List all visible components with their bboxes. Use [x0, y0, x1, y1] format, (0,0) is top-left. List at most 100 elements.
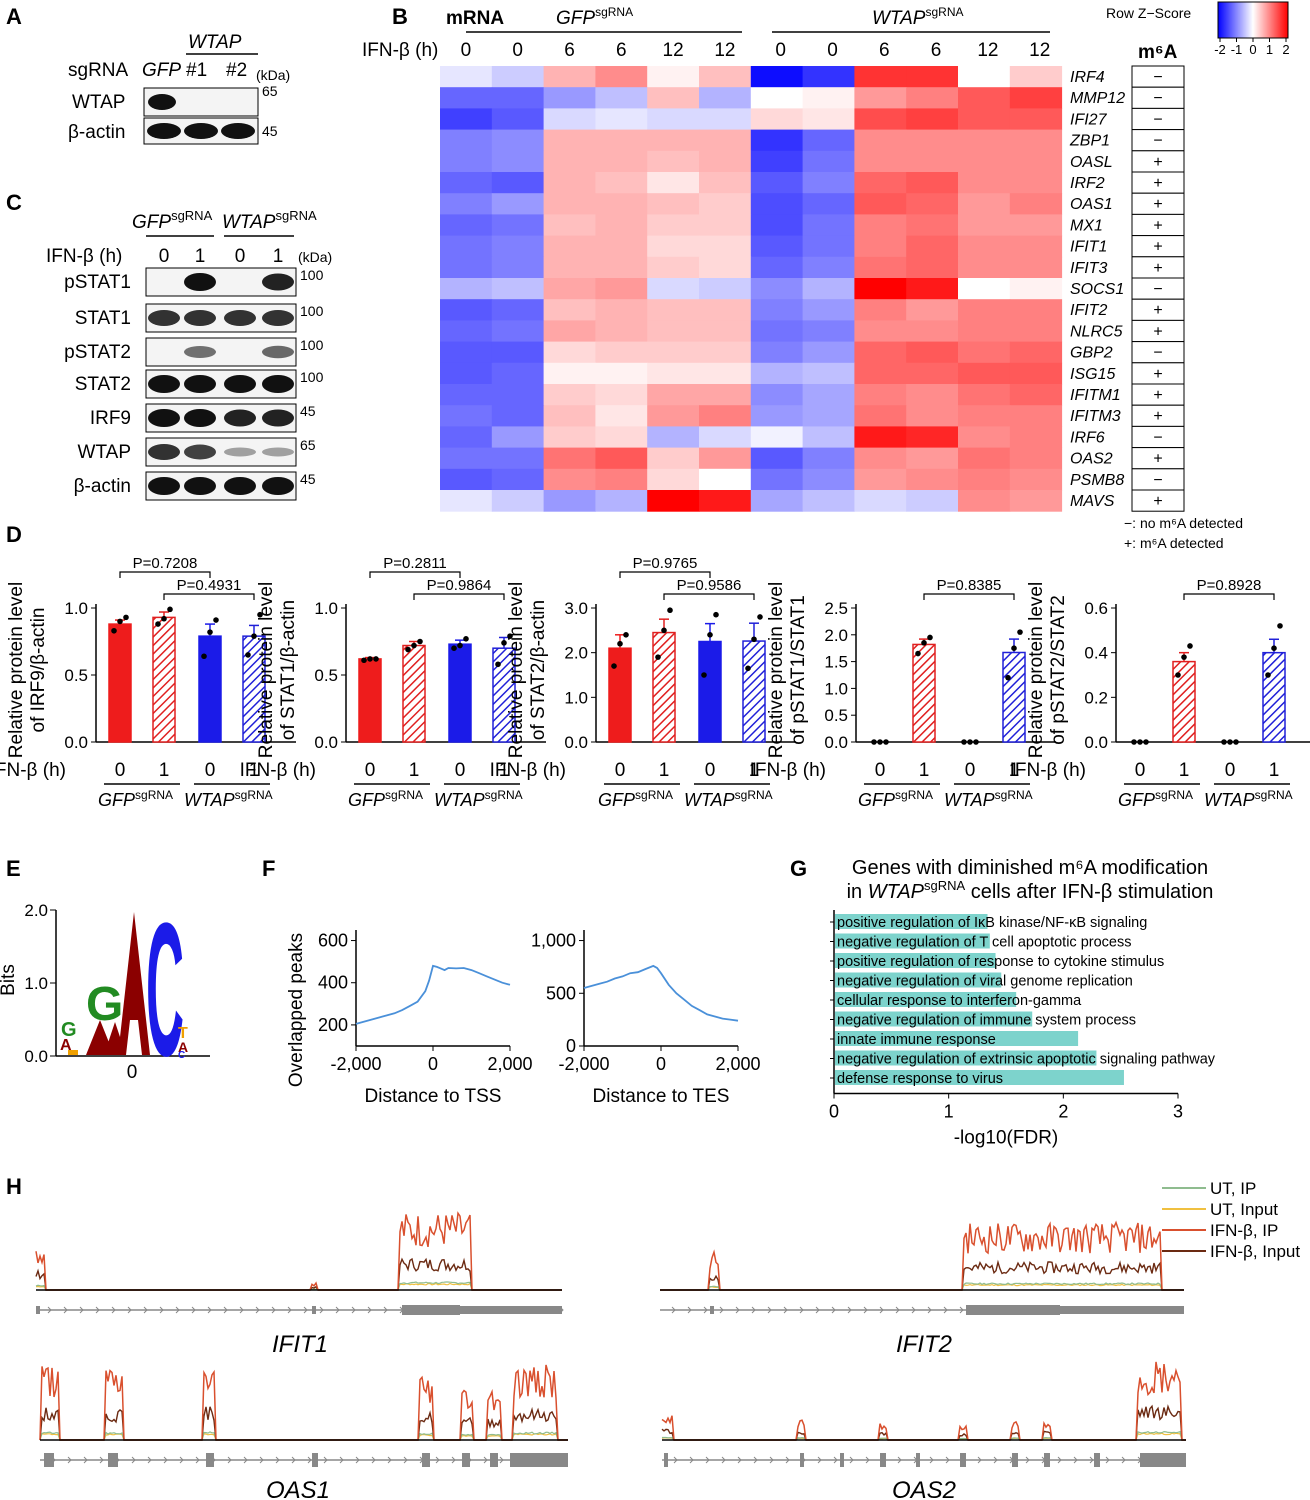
ifn-label: IFN-β (h)	[0, 760, 66, 781]
heatmap-cell	[750, 405, 804, 427]
c-gfp-label: GFPsgRNA	[132, 208, 213, 233]
data-point	[155, 621, 161, 627]
gene-name-label: OAS2	[892, 1477, 956, 1500]
gfp-lane-label: GFP	[142, 60, 181, 81]
blot-band	[224, 447, 256, 457]
heatmap-cell	[802, 193, 855, 215]
panel-letter-e: E	[6, 856, 21, 881]
gfp-group-label: GFPsgRNA	[556, 5, 633, 29]
heatmap-cell	[958, 426, 1011, 449]
significance-bracket	[619, 571, 711, 578]
heatmap-cell	[647, 426, 700, 449]
heatmap-cell	[543, 447, 596, 470]
heatmap-cell	[543, 108, 596, 131]
time-label: 1	[409, 760, 420, 781]
gene-exon	[510, 1453, 568, 1467]
heatmap-cell	[440, 193, 493, 215]
heatmap-cell	[958, 193, 1011, 215]
heatmap-cell	[491, 108, 545, 131]
heatmap-cell	[491, 447, 545, 470]
gene-label: IRF6	[1070, 429, 1105, 446]
gene-exon	[1094, 1453, 1100, 1467]
blot-band	[224, 310, 256, 326]
heatmap-cell	[802, 278, 855, 300]
heatmap-cell	[699, 193, 752, 215]
y-tick-label: 1.5	[824, 653, 848, 672]
heatmap-cell	[854, 66, 907, 88]
heatmap-cell	[854, 384, 907, 406]
heatmap-cell	[491, 341, 545, 364]
heatmap-cell	[802, 341, 855, 364]
blot-band	[184, 273, 216, 291]
g-title-line1: Genes with diminished m⁶A modification	[852, 857, 1208, 879]
g-title-line2: in WTAPsgRNA cells after IFN-β stimulati…	[847, 878, 1214, 903]
heatmap-cell	[750, 320, 804, 343]
time-label: 0	[1135, 760, 1146, 781]
heatmap-cell	[906, 299, 959, 321]
gene-exon	[800, 1453, 804, 1467]
blot-band	[262, 345, 294, 359]
lane-2-label: #2	[226, 60, 247, 81]
heatmap-cell	[750, 193, 804, 215]
heatmap-cell	[647, 299, 700, 321]
time-label: 0	[875, 760, 886, 781]
gene-label: IFI27	[1070, 111, 1108, 128]
heatmap-cell	[958, 384, 1011, 406]
gene-label: ISG15	[1070, 366, 1115, 383]
blot-row-label: pSTAT2	[64, 342, 131, 363]
heatmap-cell	[647, 405, 700, 427]
blot-band	[184, 310, 216, 326]
m6a-sign: +	[1153, 175, 1162, 192]
m6a-sign: −	[1153, 429, 1162, 446]
heatmap-cell	[440, 235, 493, 258]
actin-row-label: β-actin	[68, 122, 125, 143]
data-point	[207, 629, 213, 635]
blot-band	[184, 375, 216, 393]
x-tick-label: 2,000	[715, 1054, 760, 1074]
heatmap-cell	[699, 150, 752, 173]
p-value-label: P=0.8385	[937, 577, 1002, 594]
heatmap-cell	[854, 447, 907, 470]
heatmap-cell	[491, 299, 545, 321]
blot-band	[148, 444, 180, 460]
gene-exon	[44, 1453, 54, 1467]
wtap-group-label: WTAPsgRNA	[872, 5, 964, 29]
data-point	[373, 656, 379, 662]
heatmap-cell	[595, 256, 648, 279]
heatmap-cell	[699, 256, 752, 279]
heatmap-cell	[958, 129, 1011, 152]
mrna-label: mRNA	[446, 8, 504, 29]
heatmap-cell	[854, 87, 907, 109]
heatmap-cell	[647, 150, 700, 173]
gene-label: OAS2	[1070, 451, 1113, 468]
sgrna-label: sgRNA	[68, 60, 129, 81]
data-point	[751, 636, 757, 643]
heatmap-cell	[802, 66, 855, 88]
y-tick-label: 200	[318, 1015, 348, 1035]
lane-label: 0	[235, 246, 246, 267]
heatmap-cell	[802, 87, 855, 109]
heatmap-cell	[906, 150, 959, 173]
panel-h-tracks: UT, IP UT, Input IFN-β, IP IFN-β, Input IFI…	[35, 1179, 1300, 1500]
heatmap-cell	[595, 299, 648, 321]
heatmap-cell	[647, 278, 700, 300]
data-point	[495, 661, 501, 668]
m6a-sign: +	[1153, 154, 1162, 171]
data-point	[1131, 739, 1137, 745]
blot-band	[224, 477, 256, 495]
heatmap-cell	[440, 150, 493, 173]
data-point	[1181, 654, 1187, 660]
data-point	[871, 739, 877, 745]
y-tick-label: 2.0	[824, 626, 848, 645]
m6a-column: − − − − + + + + + + − + + − + + + − + − +	[1131, 65, 1185, 512]
blot-band	[262, 273, 294, 291]
go-term-bar	[835, 1070, 1124, 1085]
heatmap-cell	[543, 426, 596, 449]
data-point	[367, 656, 373, 662]
data-point	[361, 657, 367, 664]
heatmap-cell	[543, 362, 596, 385]
blot-band	[184, 477, 216, 495]
panel-e-motif-logo: Bits 2.0 1.0 0.0 0 G A G C T A C	[0, 884, 210, 1096]
heatmap-cell	[802, 405, 855, 427]
data-point	[757, 614, 763, 620]
